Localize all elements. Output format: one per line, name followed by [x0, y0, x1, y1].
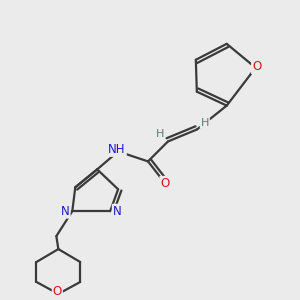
- Text: N: N: [113, 205, 122, 218]
- Text: O: O: [53, 285, 62, 298]
- Text: O: O: [252, 60, 261, 73]
- Text: N: N: [61, 205, 70, 218]
- Text: H: H: [201, 118, 209, 128]
- Text: NH: NH: [108, 143, 126, 156]
- Text: O: O: [160, 177, 170, 190]
- Text: H: H: [156, 128, 164, 139]
